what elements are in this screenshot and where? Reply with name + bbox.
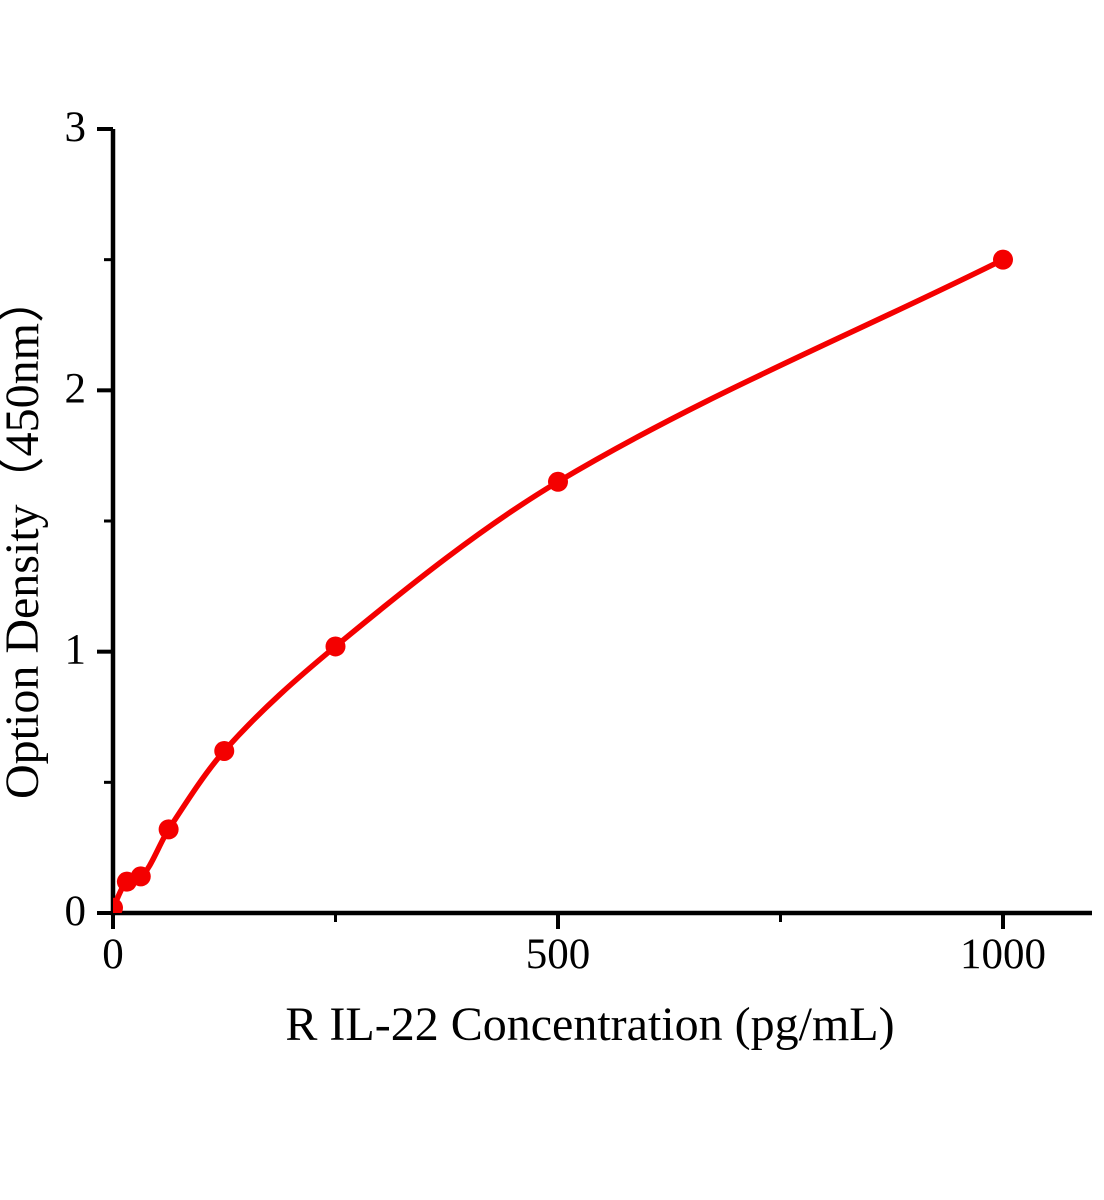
x-tick-label: 500 <box>526 931 591 978</box>
y-tick-label: 1 <box>65 627 87 674</box>
axis-tick-labels: 0 500 1000 0 1 2 3 <box>65 104 1047 978</box>
data-point <box>548 471 568 492</box>
data-point <box>113 897 123 913</box>
data-point <box>158 819 179 840</box>
data-point <box>130 866 151 887</box>
axis-ticks <box>97 127 1005 929</box>
y-tick-label: 0 <box>65 888 87 935</box>
x-tick-label: 0 <box>102 931 124 978</box>
y-axis-label: Option Density（450nm） <box>0 275 49 799</box>
data-point <box>214 740 235 761</box>
x-axis-label: R IL-22 Concentration (pg/mL) <box>285 998 894 1051</box>
data-point <box>993 249 1013 270</box>
standard-curve-line <box>113 256 1006 911</box>
data-series <box>113 249 1013 913</box>
data-point <box>325 636 346 657</box>
x-tick-label: 1000 <box>960 931 1046 978</box>
y-tick-label: 3 <box>65 104 87 151</box>
y-tick-label: 2 <box>65 365 87 412</box>
axes <box>110 129 1092 916</box>
